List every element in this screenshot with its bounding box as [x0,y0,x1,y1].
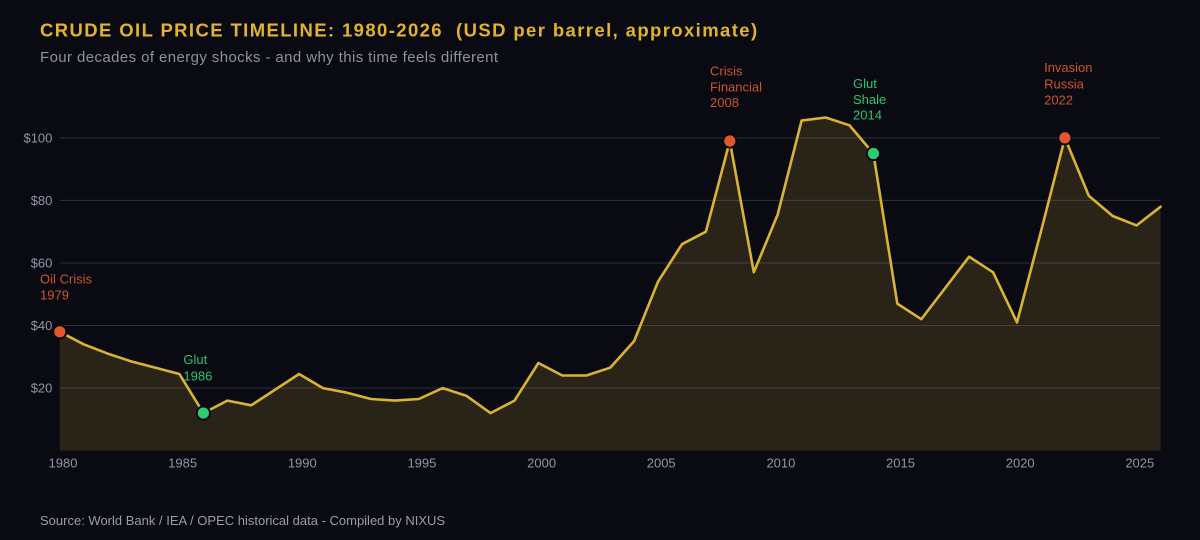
svg-text:2025: 2025 [1125,455,1154,470]
svg-text:1980: 1980 [49,455,78,470]
svg-text:Financial: Financial [710,79,762,94]
svg-text:1990: 1990 [288,455,317,470]
svg-text:2010: 2010 [766,455,795,470]
svg-text:Glut: Glut [853,76,877,91]
svg-text:$60: $60 [31,255,53,270]
svg-text:Invasion: Invasion [1044,60,1092,75]
svg-text:Russia: Russia [1044,76,1085,91]
svg-text:1986: 1986 [183,368,212,383]
svg-text:2020: 2020 [1006,455,1035,470]
svg-text:Shale: Shale [853,92,886,107]
svg-text:Crisis: Crisis [710,64,743,79]
svg-text:$80: $80 [31,193,53,208]
svg-text:CRUDE OIL PRICE TIMELINE: 1980: CRUDE OIL PRICE TIMELINE: 1980-2026 (USD… [40,19,759,40]
svg-text:Four decades of energy shocks: Four decades of energy shocks - and why … [40,49,499,66]
svg-text:$40: $40 [31,318,53,333]
svg-text:2000: 2000 [527,455,556,470]
svg-text:$100: $100 [23,130,52,145]
svg-text:2008: 2008 [710,95,739,110]
svg-text:2014: 2014 [853,108,882,123]
svg-text:1995: 1995 [407,455,436,470]
svg-text:Oil Crisis: Oil Crisis [40,271,92,286]
svg-text:1985: 1985 [168,455,197,470]
svg-text:2015: 2015 [886,455,915,470]
svg-text:1979: 1979 [40,287,69,302]
svg-text:$20: $20 [31,381,53,396]
svg-text:2005: 2005 [647,455,676,470]
svg-text:Source: World Bank / IEA / OPE: Source: World Bank / IEA / OPEC historic… [40,513,445,528]
svg-text:2022: 2022 [1044,92,1073,107]
svg-text:Glut: Glut [183,352,207,367]
